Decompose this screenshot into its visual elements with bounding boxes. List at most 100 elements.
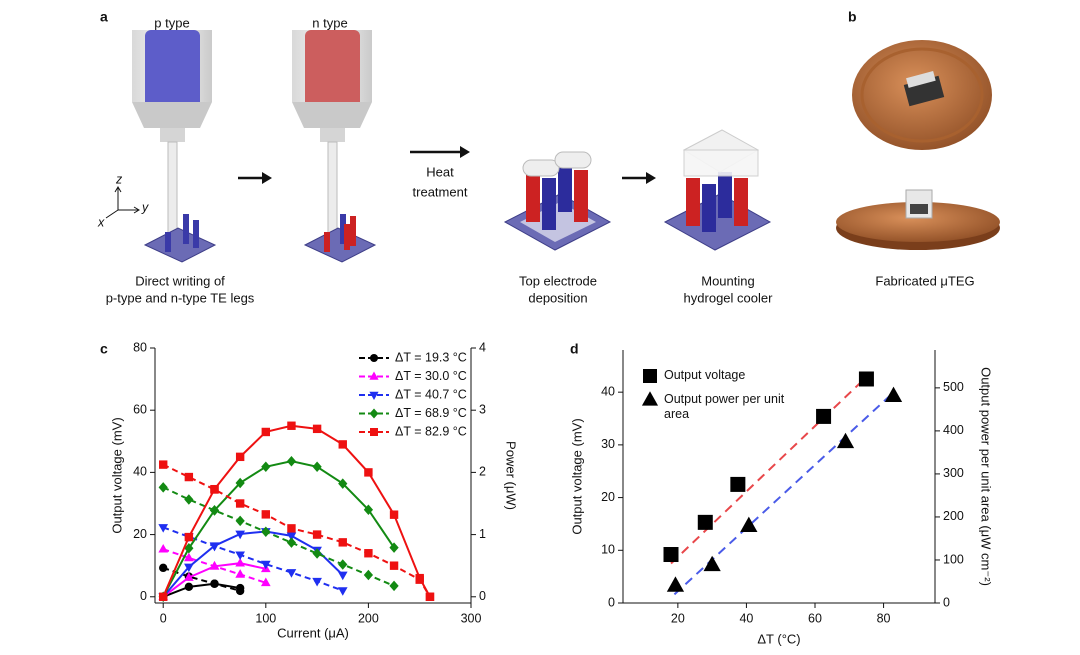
caption: hydrogel cooler xyxy=(684,290,774,305)
y2-tick-label: 3 xyxy=(479,402,486,416)
x-tick-label: 80 xyxy=(877,611,891,625)
power-line xyxy=(162,424,431,598)
caption: Direct writing of xyxy=(135,273,225,288)
voltage-marker xyxy=(184,552,194,562)
voltage-marker xyxy=(260,577,271,587)
voltage-marker xyxy=(184,494,194,505)
power-marker xyxy=(235,583,245,593)
power-marker xyxy=(209,542,220,552)
voltage-line xyxy=(162,526,344,592)
voltage-marker xyxy=(389,561,399,570)
caption: deposition xyxy=(528,290,587,305)
y-tick-label: 10 xyxy=(601,543,615,557)
data-point xyxy=(703,555,721,572)
data-point xyxy=(697,514,713,530)
voltage-marker xyxy=(338,559,348,570)
panel-label: c xyxy=(100,341,108,357)
voltage-marker xyxy=(337,587,348,596)
power-marker xyxy=(261,461,271,473)
power-marker xyxy=(235,530,245,540)
legend-label: Output power per unit area xyxy=(664,392,785,421)
axis-glyph-label: z xyxy=(115,172,123,186)
x-tick-label: 60 xyxy=(808,611,822,625)
syringe-label: p type xyxy=(154,15,189,30)
power-marker xyxy=(425,592,435,601)
power-marker xyxy=(415,573,424,583)
legend-marker xyxy=(643,369,657,383)
power-line xyxy=(162,460,395,598)
device-hydrogel xyxy=(663,129,772,251)
y2-tick-label: 1 xyxy=(479,527,486,541)
legend-label: ΔT = 30.0 °C xyxy=(395,369,467,383)
power-marker xyxy=(235,477,245,489)
y-tick-label: 20 xyxy=(601,490,615,504)
power-marker xyxy=(364,468,373,477)
power-marker xyxy=(286,532,297,542)
legend-marker xyxy=(369,408,379,419)
syringe-label: n type xyxy=(312,15,347,30)
voltage-marker xyxy=(389,580,399,592)
power-marker xyxy=(389,542,399,553)
legend-marker xyxy=(369,371,379,380)
y2-tick-label: 4 xyxy=(479,340,486,354)
voltage-marker xyxy=(235,515,245,527)
voltage-marker xyxy=(286,569,297,578)
voltage-marker xyxy=(235,551,245,561)
power-marker xyxy=(312,461,322,473)
voltage-marker xyxy=(261,526,271,538)
panel-label: a xyxy=(100,9,108,25)
voltage-marker xyxy=(159,563,168,573)
data-point xyxy=(663,547,679,563)
caption: Top electrode xyxy=(519,273,597,288)
power-marker xyxy=(286,455,297,467)
voltage-line xyxy=(162,486,395,587)
legend-marker xyxy=(370,354,378,362)
legend-entry: Output voltage xyxy=(664,368,745,382)
power-marker xyxy=(210,579,219,588)
y2-tick-label: 200 xyxy=(943,509,964,523)
y-tick-label: 20 xyxy=(133,527,147,541)
y2-tick-label: 300 xyxy=(943,466,964,480)
y2-tick-label: 400 xyxy=(943,423,964,437)
arrow xyxy=(238,146,656,184)
voltage-marker xyxy=(364,549,373,558)
caption: Mounting xyxy=(701,273,754,288)
power-marker xyxy=(184,543,194,554)
power-marker xyxy=(337,571,348,581)
x-axis-label: Current (μA) xyxy=(277,625,349,640)
y-tick-label: 60 xyxy=(133,402,147,416)
y2-tick-label: 500 xyxy=(943,380,964,394)
power-marker xyxy=(184,582,194,592)
y-axis-label: Output voltage (mV) xyxy=(109,417,124,533)
y2-axis-label: Power (μW) xyxy=(504,441,519,510)
x-tick-label: 100 xyxy=(255,611,276,625)
data-point xyxy=(836,432,855,449)
legend-entry: Output power per unit area xyxy=(664,392,785,421)
y-tick-label: 40 xyxy=(601,384,615,398)
power-marker xyxy=(159,592,168,601)
power-marker xyxy=(389,510,399,519)
y-axis-label: Output voltage (mV) xyxy=(569,418,584,534)
voltage-marker xyxy=(184,472,194,482)
power-marker xyxy=(338,478,348,489)
data-point xyxy=(740,516,758,532)
voltage-marker xyxy=(312,530,322,539)
power-marker xyxy=(235,557,245,567)
voltage-marker xyxy=(235,499,245,508)
power-marker xyxy=(184,563,194,573)
y-tick-label: 30 xyxy=(601,437,615,451)
caption: Fabricated μTEG xyxy=(875,273,974,288)
power-marker xyxy=(235,452,245,462)
legend-label: ΔT = 82.9 °C xyxy=(395,424,467,438)
voltage-marker xyxy=(158,482,168,493)
y2-tick-label: 100 xyxy=(943,552,964,566)
step-label: Heat xyxy=(426,164,454,179)
voltage-marker xyxy=(159,460,168,469)
power-marker xyxy=(210,484,219,494)
step-label: treatment xyxy=(413,184,468,199)
power-marker xyxy=(209,561,220,570)
y-tick-label: 0 xyxy=(140,589,147,603)
syringe-n xyxy=(292,30,377,263)
voltage-marker xyxy=(260,560,271,570)
